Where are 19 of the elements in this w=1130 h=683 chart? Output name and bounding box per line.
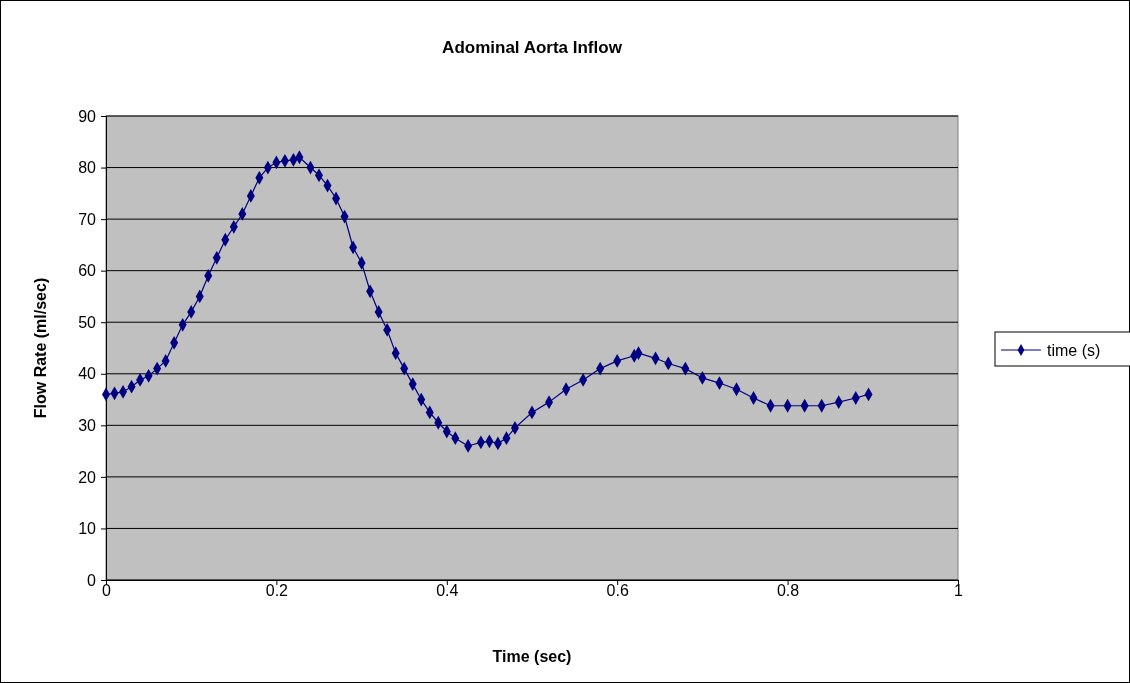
x-tick-label: 0.4 bbox=[436, 582, 459, 599]
x-tick-label: 0.8 bbox=[776, 582, 800, 599]
x-tick-label: 1 bbox=[954, 582, 964, 599]
y-tick-label: 10 bbox=[78, 520, 97, 538]
y-tick-label: 60 bbox=[78, 262, 97, 280]
y-tick-label: 90 bbox=[78, 107, 97, 125]
chart-title: Adominal Aorta Inflow bbox=[442, 38, 623, 57]
x-tick-label: 0.6 bbox=[606, 582, 629, 599]
y-axis-title: Flow Rate (ml/sec) bbox=[32, 277, 49, 419]
y-tick-label: 50 bbox=[78, 313, 97, 331]
y-tick-label: 30 bbox=[78, 416, 97, 434]
legend-label: time (s) bbox=[1047, 342, 1101, 359]
x-tick-label: 0 bbox=[102, 582, 112, 599]
y-tick-label: 80 bbox=[78, 159, 97, 177]
y-tick-label: 20 bbox=[78, 468, 97, 486]
y-tick-label: 40 bbox=[78, 365, 97, 383]
y-tick-label: 70 bbox=[78, 210, 97, 228]
x-axis-title: Time (sec) bbox=[492, 648, 572, 665]
x-tick-label: 0.2 bbox=[265, 582, 289, 599]
